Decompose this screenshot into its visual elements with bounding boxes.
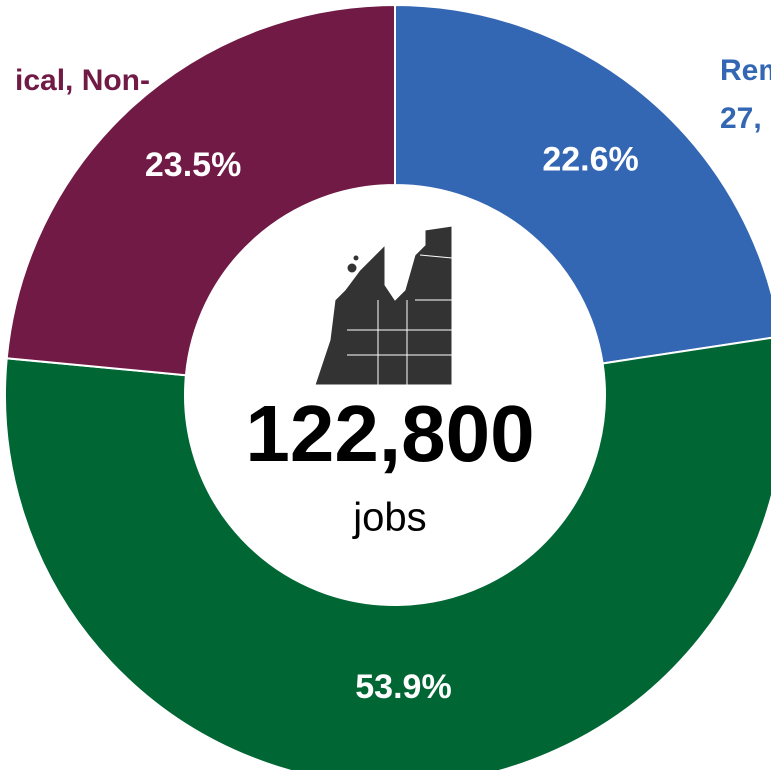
category-label: Rem: [720, 54, 771, 87]
map-borders: [347, 254, 453, 385]
map-shape: [314, 225, 453, 386]
center-label: 122,800: [245, 389, 534, 478]
value-label: 22.6%: [542, 140, 638, 178]
slices: [4, 3, 771, 770]
value-label: 53.9%: [355, 668, 451, 706]
category-sublabel: 27,: [720, 102, 762, 135]
map-icon: [314, 225, 453, 386]
center-sublabel: jobs: [352, 496, 426, 540]
map-island: [346, 262, 358, 274]
slice: [4, 336, 771, 770]
slice: [394, 3, 771, 365]
value-label: 23.5%: [145, 146, 241, 184]
slice: [5, 3, 396, 377]
category-label: ical, Non-: [15, 64, 150, 97]
map-island: [352, 254, 360, 262]
